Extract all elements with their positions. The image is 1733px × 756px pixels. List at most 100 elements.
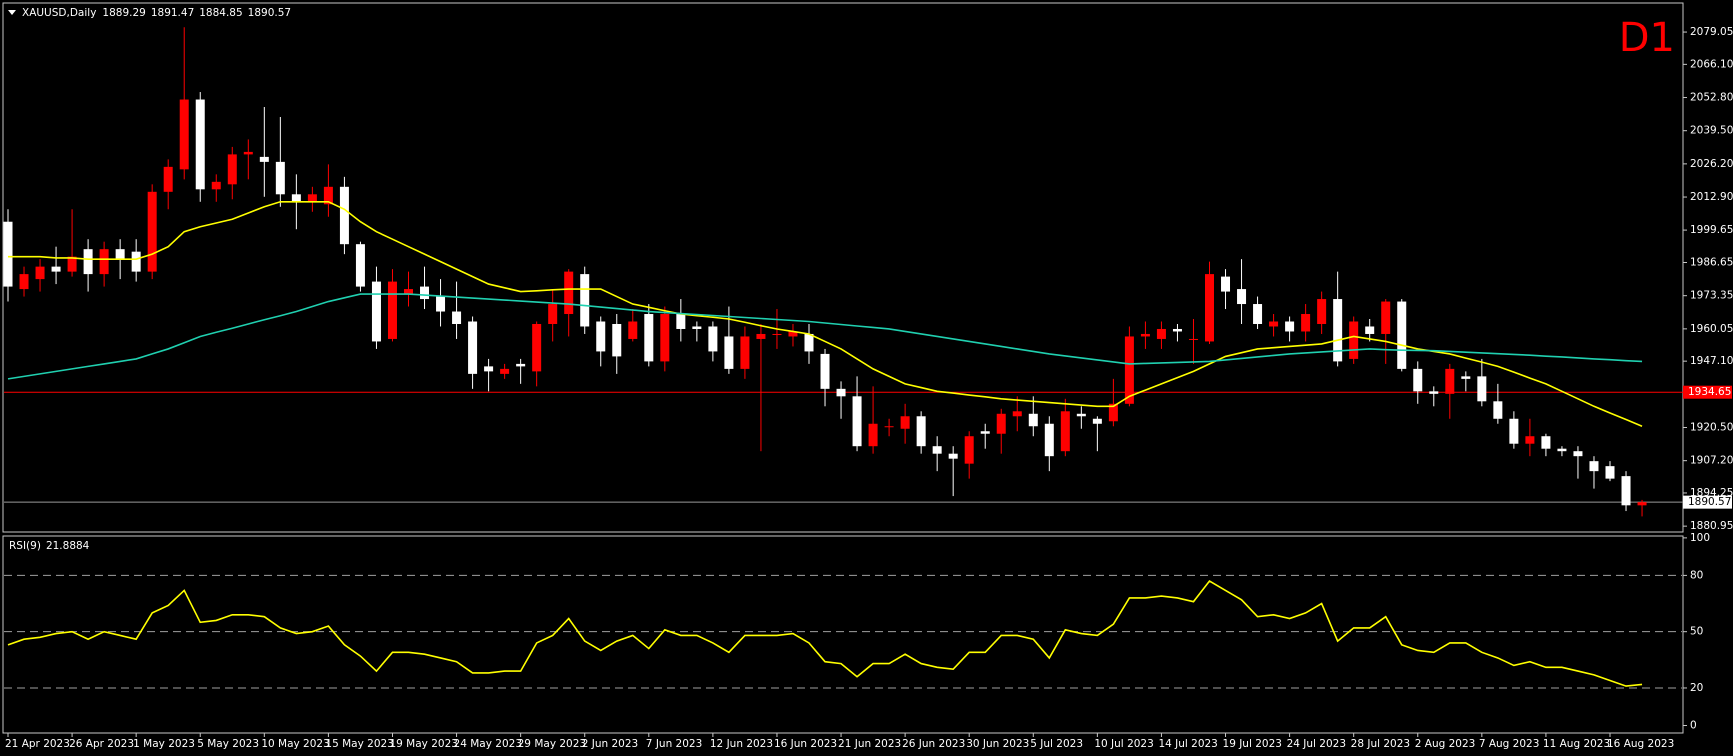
x-tick-label: 2 Jun 2023 — [582, 738, 638, 750]
candle-body — [580, 274, 590, 327]
x-tick-label: 11 Aug 2023 — [1543, 738, 1610, 750]
x-tick-label: 28 Jul 2023 — [1351, 738, 1410, 750]
candle-body — [996, 413, 1006, 434]
candle-body — [67, 256, 77, 272]
x-tick-label: 1 May 2023 — [133, 738, 195, 750]
candle-body — [1413, 368, 1423, 392]
symbol: XAUUSD,Daily — [22, 7, 96, 19]
candle-body — [1333, 299, 1343, 362]
candle-body — [1205, 274, 1214, 342]
y-tick-label: 2026.20 — [1690, 158, 1733, 170]
candle-body — [1221, 276, 1231, 292]
candle-body — [1140, 333, 1150, 337]
high-value: 1891.47 — [151, 7, 194, 19]
candle-body — [243, 151, 253, 155]
candle-body — [211, 181, 221, 190]
candle-body — [820, 353, 830, 389]
candle-body — [660, 314, 670, 362]
candle-body — [371, 281, 381, 342]
rsi-y-tick-label: 50 — [1690, 626, 1703, 638]
candle-body — [900, 416, 910, 429]
candle-body — [1589, 461, 1599, 472]
y-tick-label: 1999.65 — [1690, 224, 1733, 236]
y-tick-label: 1973.35 — [1690, 290, 1733, 302]
y-tick-label: 2012.90 — [1690, 191, 1733, 203]
candle-body — [692, 326, 702, 329]
price-panel — [2, 2, 1684, 533]
candle-body — [35, 266, 45, 280]
x-tick-label: 16 Jun 2023 — [774, 738, 837, 750]
candle-body — [804, 333, 814, 352]
x-tick-label: 21 Apr 2023 — [5, 738, 70, 750]
candle-body — [99, 249, 109, 275]
candle-body — [323, 186, 333, 205]
x-tick-label: 5 May 2023 — [197, 738, 259, 750]
y-tick-label: 1880.95 — [1690, 520, 1733, 532]
candle-body — [1573, 451, 1583, 457]
chart-header: XAUUSD,Daily 1889.29 1891.47 1884.85 1890.57 — [22, 7, 291, 19]
candle-body — [404, 289, 413, 295]
candle-body — [516, 363, 526, 367]
candle-body — [756, 333, 766, 339]
candle-body — [51, 266, 61, 272]
candle-body — [1621, 476, 1631, 506]
candle-body — [83, 249, 93, 275]
candle-body — [932, 446, 942, 454]
candle-body — [836, 388, 846, 397]
candle-body — [980, 431, 990, 434]
y-tick-label: 1920.50 — [1690, 421, 1733, 433]
candle-body — [868, 423, 878, 447]
x-tick-label: 30 Jun 2023 — [966, 738, 1029, 750]
x-tick-label: 15 May 2023 — [325, 738, 393, 750]
candle-body — [1477, 376, 1487, 402]
candle-body — [724, 336, 734, 369]
menu-triangle[interactable] — [8, 10, 16, 15]
y-tick-label: 1907.20 — [1690, 455, 1733, 467]
y-tick-label: 1986.65 — [1690, 257, 1733, 269]
candle-body — [291, 194, 301, 202]
candle-body — [1028, 413, 1038, 427]
candle-body — [1172, 328, 1182, 332]
candle-body — [1493, 401, 1503, 419]
x-tick-label: 21 Jun 2023 — [838, 738, 901, 750]
candle-body — [628, 321, 638, 339]
candle-body — [1108, 403, 1118, 422]
candle-body — [275, 161, 285, 195]
y-tick-label: 1960.05 — [1690, 323, 1733, 335]
candle-body — [420, 286, 430, 300]
candle-body — [788, 331, 798, 337]
candle-body — [1381, 301, 1391, 334]
candle-body — [1012, 411, 1022, 417]
x-tick-label: 7 Jun 2023 — [646, 738, 702, 750]
candle-body — [916, 416, 926, 447]
candle-body — [1285, 321, 1295, 332]
candle-body — [195, 99, 205, 190]
candle-body — [1525, 436, 1535, 444]
x-tick-label: 14 Jul 2023 — [1158, 738, 1217, 750]
candle-body — [163, 166, 173, 192]
rsi-line — [7, 579, 1643, 687]
candle-body — [948, 453, 958, 459]
x-tick-label: 10 May 2023 — [261, 738, 329, 750]
candle-body — [355, 244, 365, 287]
rsi-value: 21.8884 — [46, 540, 90, 552]
candle-body — [1044, 423, 1054, 457]
candle-body — [1156, 328, 1166, 339]
candle-body — [964, 436, 974, 464]
candle-body — [1429, 391, 1439, 394]
candle-body — [1365, 326, 1375, 334]
rsi-header: RSI(9) 21.8884 — [9, 540, 90, 552]
candle-body — [500, 368, 510, 374]
candle-body — [115, 249, 125, 260]
open-value: 1889.29 — [102, 7, 145, 19]
x-tick-label: 7 Aug 2023 — [1479, 738, 1540, 750]
y-tick-label: 2079.05 — [1690, 26, 1733, 38]
candle-body — [307, 194, 317, 202]
price-level-label: 1934.65 — [1688, 386, 1731, 398]
candle-body — [1269, 321, 1279, 327]
x-tick-label: 26 Apr 2023 — [69, 738, 134, 750]
candle-body — [1317, 299, 1327, 324]
last-price-tag — [1683, 495, 1732, 509]
